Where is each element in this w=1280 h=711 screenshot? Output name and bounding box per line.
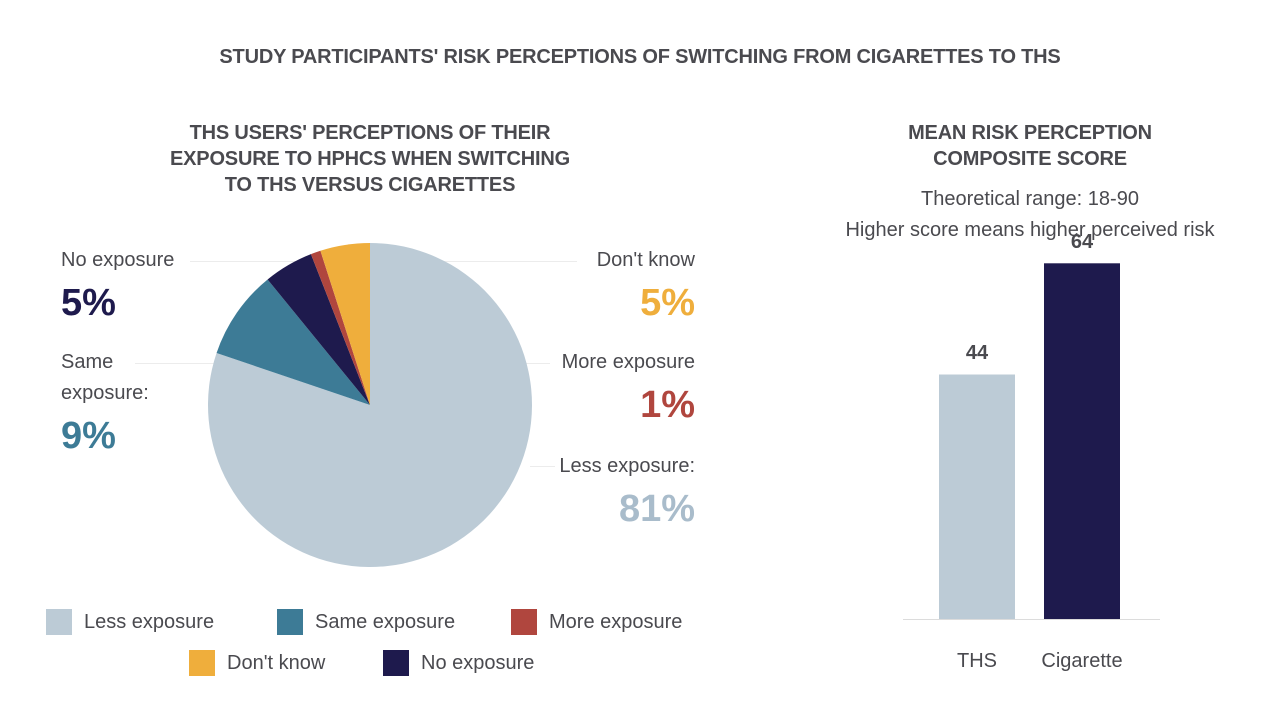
callout-dont-know-label: Don't know (596, 249, 695, 271)
main-title: STUDY PARTICIPANTS' RISK PERCEPTIONS OF … (219, 46, 1061, 68)
callout-no-exposure-pct: 5% (61, 282, 116, 324)
callout-more-exposure-pct: 1% (640, 384, 695, 426)
leader-more-exposure (515, 363, 550, 364)
legend-same-exposure: Same exposure (277, 609, 455, 635)
legend-label-more: More exposure (549, 610, 683, 633)
callout-no-exposure-label: No exposure (61, 249, 175, 271)
callout-same-exposure-label-2: exposure: (61, 382, 149, 404)
bar-category-ths: THS (957, 650, 997, 672)
bar-ths (939, 374, 1015, 619)
pie-slice-less-exposure (207, 243, 532, 568)
score-meaning-note: Higher score means higher perceived risk (845, 219, 1215, 241)
callout-same-exposure-label-1: Same (61, 351, 114, 373)
pie-chart-title: THS USERS' PERCEPTIONS OF THEIR EXPOSURE… (130, 120, 610, 198)
legend-swatch-same (277, 609, 303, 635)
bar-title-line-1: MEAN RISK PERCEPTION (908, 122, 1152, 144)
leader-dont-know (372, 261, 577, 262)
legend-label-less: Less exposure (84, 610, 215, 633)
leader-no-exposure (190, 261, 310, 262)
pie-title-line-3: TO THS VERSUS CIGARETTES (224, 174, 516, 196)
callout-more-exposure-label: More exposure (561, 351, 695, 373)
pie-slice-same-exposure (216, 279, 370, 405)
legend-label-same: Same exposure (315, 610, 456, 633)
legend-label-no: No exposure (421, 651, 535, 674)
leader-less-exposure (530, 466, 555, 467)
bar-chart (903, 263, 1160, 620)
pie-title-line-2: EXPOSURE TO HPHCS WHEN SWITCHING (170, 148, 570, 170)
legend-more-exposure: More exposure (511, 609, 682, 635)
legend-less-exposure: Less exposure (46, 609, 214, 635)
bar-value-cigarette: 64 (1070, 231, 1094, 254)
bar-category-cigarette: Cigarette (1041, 650, 1123, 672)
bar-cigarette (1044, 263, 1120, 619)
leader-same-exposure (135, 363, 245, 364)
bar-value-ths: 44 (965, 342, 989, 365)
bar-title-line-2: COMPOSITE SCORE (933, 148, 1127, 170)
legend-dont-know: Don't know (189, 650, 325, 676)
pie-chart (207, 243, 532, 568)
legend-swatch-no (383, 650, 409, 676)
legend-swatch-less (46, 609, 72, 635)
pie-title-line-1: THS USERS' PERCEPTIONS OF THEIR (189, 122, 551, 144)
legend-label-dont-know: Don't know (227, 651, 326, 674)
theoretical-range-note: Theoretical range: 18-90 (921, 188, 1139, 210)
legend-swatch-more (511, 609, 537, 635)
pie-slice-more-exposure (310, 250, 370, 405)
bar-chart-title: MEAN RISK PERCEPTION COMPOSITE SCORE (860, 120, 1200, 172)
legend-no-exposure: No exposure (383, 650, 534, 676)
callout-less-exposure-pct: 81% (618, 488, 695, 530)
callout-dont-know-pct: 5% (640, 282, 695, 324)
legend-swatch-dont-know (189, 650, 215, 676)
pie-slice-dont-know (320, 243, 370, 405)
pie-slice-no-exposure (267, 254, 370, 405)
callout-less-exposure-label: Less exposure: (559, 455, 695, 477)
callout-same-exposure-pct: 9% (61, 415, 116, 457)
